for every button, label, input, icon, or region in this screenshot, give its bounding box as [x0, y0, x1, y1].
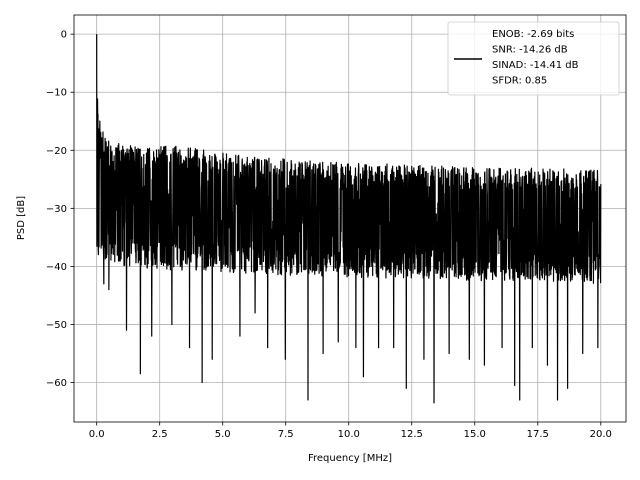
legend: ENOB: -2.69 bits SNR: -14.26 dB SINAD: -…	[447, 21, 620, 96]
x-tick-label: 12.5	[401, 429, 423, 440]
y-axis-label: PSD [dB]	[16, 196, 27, 240]
x-tick-label: 20.0	[590, 429, 612, 440]
plot-data	[96, 34, 602, 404]
x-tick-label: 7.5	[278, 429, 294, 440]
y-tick-label: −40	[46, 262, 67, 273]
legend-snr: SNR: -14.26 dB	[492, 45, 568, 56]
legend-sinad: SINAD: -14.41 dB	[492, 60, 579, 71]
ticks: 0.0 2.5 5.0 7.5 10.0 12.5 15.0 17.5 20.0 0 −10 −20 −…	[46, 30, 612, 440]
x-axis-label: Frequency [MHz]	[308, 453, 392, 464]
legend-sfdr: SFDR: 0.85	[492, 76, 547, 87]
x-tick-label: 10.0	[338, 429, 360, 440]
plot-frame	[73, 14, 627, 423]
psd-series-line	[96, 34, 602, 404]
legend-box	[447, 21, 620, 96]
y-tick-label: −20	[46, 146, 67, 157]
x-tick-label: 2.5	[152, 429, 168, 440]
y-tick-label: −30	[46, 204, 67, 215]
legend-enob: ENOB: -2.69 bits	[492, 29, 574, 40]
y-tick-label: −60	[46, 378, 67, 389]
x-tick-label: 5.0	[215, 429, 231, 440]
x-tick-label: 17.5	[527, 429, 549, 440]
y-tick-label: −50	[46, 320, 67, 331]
y-tick-label: −10	[46, 88, 67, 99]
y-tick-label: 0	[61, 30, 67, 41]
x-tick-label: 15.0	[464, 429, 486, 440]
x-tick-label: 0.0	[89, 429, 105, 440]
